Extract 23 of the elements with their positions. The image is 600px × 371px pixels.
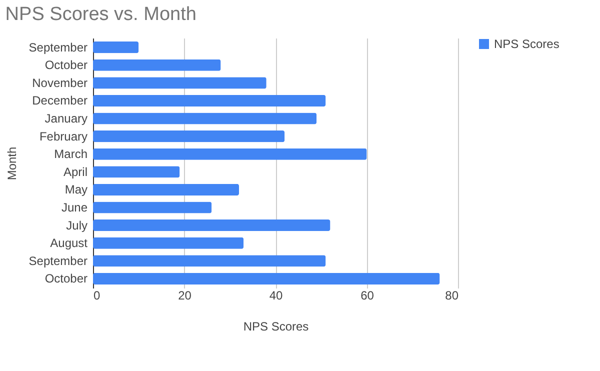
y-tick-label: June bbox=[61, 200, 88, 214]
x-tick-label: 40 bbox=[269, 288, 283, 302]
y-tick-label: October bbox=[44, 272, 88, 286]
x-tick-label: 0 bbox=[94, 288, 100, 302]
y-tick-label: July bbox=[66, 218, 88, 232]
y-tick-label: March bbox=[54, 147, 88, 162]
y-tick-label: December bbox=[32, 94, 88, 108]
x-axis-title: NPS Scores bbox=[243, 320, 309, 334]
x-tick-label: 20 bbox=[178, 288, 192, 302]
y-tick-label: August bbox=[50, 236, 88, 250]
y-tick-label: February bbox=[39, 129, 88, 144]
x-tick-label: 60 bbox=[360, 288, 374, 302]
y-tick-label: April bbox=[63, 164, 88, 179]
y-tick-label: September bbox=[28, 40, 88, 54]
chart-title: NPS Scores vs. Month bbox=[5, 4, 196, 25]
y-tick-label: October bbox=[44, 58, 88, 72]
x-tick-label: 80 bbox=[445, 288, 459, 302]
y-tick-label: January bbox=[44, 112, 88, 126]
y-axis-title: Month bbox=[4, 146, 19, 180]
y-tick-label: September bbox=[28, 254, 88, 268]
y-tick-label: May bbox=[64, 182, 88, 197]
legend-label: NPS Scores bbox=[494, 37, 560, 51]
y-tick-label: November bbox=[32, 76, 88, 90]
